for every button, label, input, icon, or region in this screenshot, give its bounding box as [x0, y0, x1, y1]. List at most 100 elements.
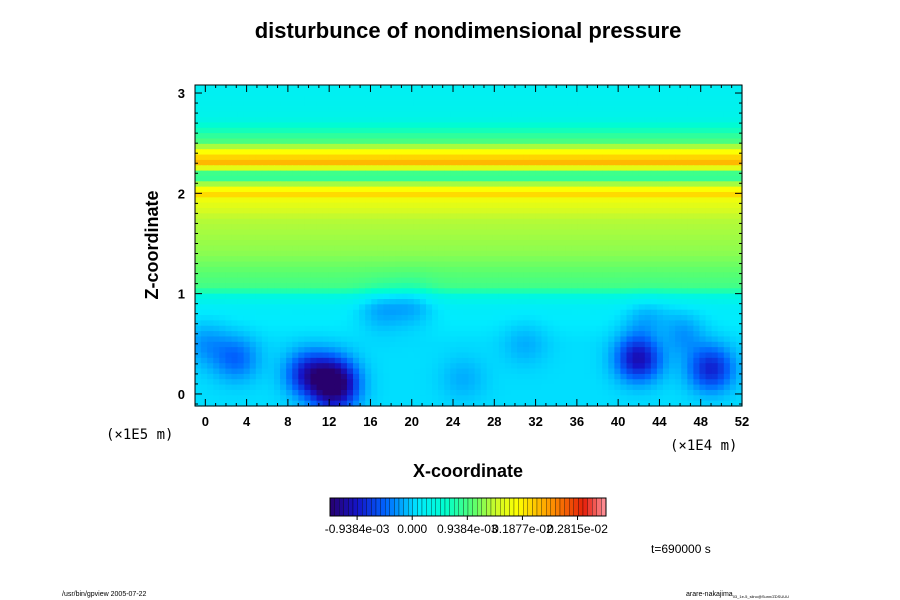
- heatmap-cell: [596, 347, 603, 354]
- heatmap-cell: [365, 170, 372, 177]
- heatmap-cell: [644, 85, 652, 91]
- heatmap-cell: [632, 341, 640, 348]
- heatmap-cell: [316, 266, 324, 273]
- heatmap-cell: [638, 117, 646, 124]
- heatmap-cell: [541, 106, 549, 113]
- heatmap-cell: [261, 256, 269, 263]
- heatmap-cell: [662, 363, 670, 370]
- heatmap-cell: [565, 90, 573, 97]
- heatmap-cell: [298, 117, 305, 124]
- heatmap-cell: [705, 363, 713, 370]
- heatmap-cell: [195, 229, 202, 236]
- heatmap-cell: [231, 122, 239, 129]
- heatmap-cell: [267, 218, 275, 225]
- heatmap-cell: [292, 363, 299, 370]
- heatmap-cell: [681, 266, 688, 273]
- heatmap-cell: [705, 245, 713, 252]
- heatmap-cell: [735, 106, 743, 113]
- heatmap-cell: [632, 272, 640, 279]
- heatmap-cell: [267, 293, 275, 300]
- heatmap-cell: [353, 95, 360, 102]
- heatmap-cell: [596, 341, 603, 348]
- heatmap-cell: [541, 224, 549, 231]
- heatmap-cell: [371, 336, 378, 343]
- heatmap-cell: [280, 122, 287, 129]
- heatmap-cell: [334, 336, 342, 343]
- heatmap-cell: [675, 133, 682, 140]
- heatmap-cell: [274, 218, 281, 225]
- heatmap-cell: [705, 266, 713, 273]
- heatmap-cell: [480, 341, 488, 348]
- heatmap-cell: [723, 240, 731, 247]
- heatmap-cell: [523, 111, 530, 118]
- heatmap-cell: [480, 288, 488, 295]
- heatmap-cell: [334, 213, 342, 220]
- heatmap-cell: [498, 218, 506, 225]
- heatmap-cell: [474, 309, 482, 316]
- heatmap-cell: [432, 181, 439, 188]
- heatmap-cell: [371, 272, 378, 279]
- heatmap-cell: [729, 175, 737, 182]
- heatmap-cell: [377, 159, 385, 166]
- heatmap-cell: [620, 261, 628, 268]
- heatmap-cell: [675, 293, 682, 300]
- heatmap-cell: [207, 186, 214, 193]
- heatmap-cell: [517, 315, 524, 321]
- heatmap-cell: [474, 379, 482, 386]
- heatmap-cell: [656, 320, 664, 327]
- heatmap-cell: [401, 101, 409, 107]
- heatmap-cell: [371, 149, 378, 156]
- heatmap-cell: [413, 379, 421, 386]
- heatmap-cell: [529, 186, 536, 193]
- heatmap-cell: [535, 213, 543, 220]
- heatmap-cell: [620, 288, 628, 295]
- heatmap-cell: [462, 138, 470, 145]
- heatmap-cell: [529, 304, 536, 311]
- heatmap-cell: [401, 357, 409, 364]
- heatmap-cell: [468, 149, 476, 156]
- heatmap-cell: [353, 181, 360, 188]
- heatmap-cell: [346, 143, 354, 150]
- heatmap-cell: [620, 133, 628, 140]
- heatmap-cell: [468, 277, 476, 284]
- heatmap-cell: [474, 197, 482, 204]
- heatmap-cell: [511, 175, 518, 182]
- heatmap-cell: [693, 320, 701, 327]
- heatmap-cell: [468, 245, 476, 252]
- heatmap-cell: [468, 138, 476, 145]
- heatmap-cell: [298, 192, 305, 198]
- heatmap-cell: [419, 304, 427, 311]
- heatmap-cell: [334, 309, 342, 316]
- heatmap-cell: [620, 272, 628, 279]
- heatmap-cell: [292, 208, 299, 214]
- heatmap-cell: [705, 127, 713, 134]
- heatmap-cell: [583, 293, 591, 300]
- heatmap-cell: [602, 90, 609, 97]
- heatmap-cell: [650, 229, 658, 236]
- heatmap-cell: [565, 320, 573, 327]
- heatmap-cell: [249, 202, 257, 209]
- heatmap-cell: [541, 320, 549, 327]
- heatmap-cell: [340, 347, 348, 354]
- heatmap-cell: [687, 325, 694, 332]
- heatmap-cell: [693, 347, 701, 354]
- heatmap-cell: [480, 240, 488, 247]
- heatmap-cell: [602, 272, 609, 279]
- heatmap-cell: [723, 213, 731, 220]
- heatmap-cell: [207, 181, 214, 188]
- heatmap-cell: [328, 149, 336, 156]
- heatmap-cell: [407, 347, 415, 354]
- heatmap-cell: [207, 325, 214, 332]
- heatmap-cell: [359, 170, 366, 177]
- heatmap-cell: [377, 272, 385, 279]
- heatmap-cell: [529, 143, 536, 150]
- heatmap-cell: [316, 256, 324, 263]
- heatmap-cell: [219, 304, 226, 311]
- heatmap-cell: [608, 208, 615, 214]
- heatmap-cell: [583, 117, 591, 124]
- heatmap-cell: [583, 170, 591, 177]
- heatmap-cell: [693, 197, 701, 204]
- heatmap-cell: [195, 331, 202, 338]
- heatmap-cell: [529, 331, 536, 338]
- heatmap-cell: [462, 127, 470, 134]
